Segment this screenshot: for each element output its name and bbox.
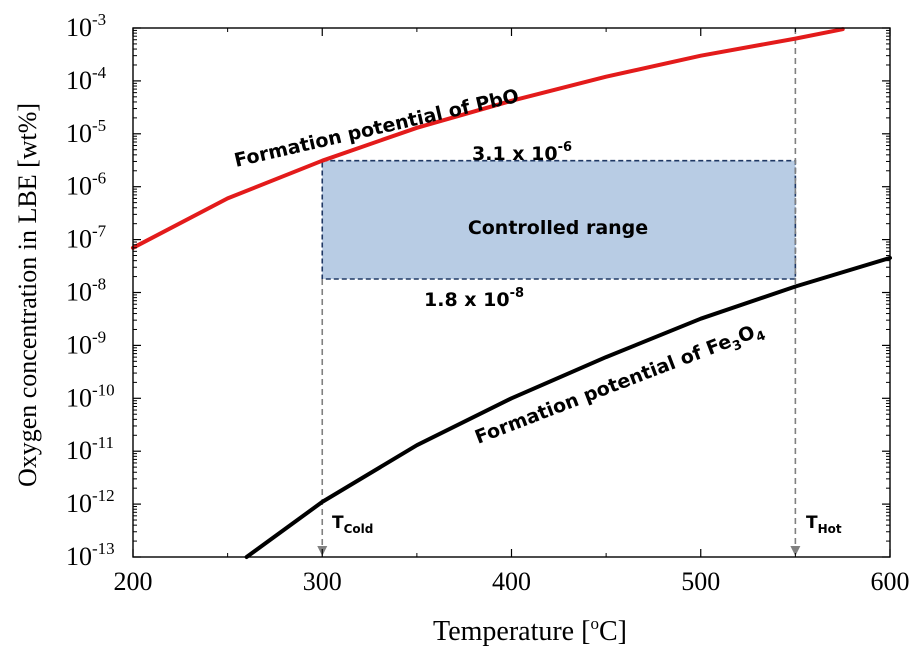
y-tick-label: 10-4 — [66, 63, 107, 95]
y-tick-label-base: 10 — [66, 172, 92, 201]
x-tick-label: 300 — [303, 567, 342, 596]
x-axis-title-tail: C] — [599, 616, 627, 647]
upper-bound-exp: -6 — [558, 140, 572, 155]
y-tick-label-base: 10 — [66, 489, 92, 518]
upper-bound-label: 3.1 x 10-6 — [472, 140, 572, 165]
upper-bound-base: 3.1 x 10 — [472, 143, 558, 165]
fe3o4-label-main: Formation potential of Fe — [472, 330, 735, 448]
y-tick-label-exp: -9 — [92, 327, 106, 346]
y-tick-label: 10-11 — [66, 433, 114, 465]
y-tick-label-base: 10 — [66, 225, 92, 254]
y-tick-label-base: 10 — [66, 119, 92, 148]
y-tick-label: 10-6 — [66, 169, 106, 201]
y-tick-label-base: 10 — [66, 278, 92, 307]
x-tick-label: 500 — [681, 567, 720, 596]
t-hot-sub: Hot — [818, 522, 842, 536]
y-tick-label-base: 10 — [66, 13, 92, 42]
y-tick-label: 10-9 — [66, 327, 106, 359]
y-tick-label: 10-10 — [66, 380, 115, 412]
y-tick-label-exp: -7 — [92, 222, 107, 241]
x-axis-title-sup: o — [590, 614, 599, 633]
plot-area: 10-1310-1210-1110-1010-910-810-710-610-5… — [66, 10, 910, 596]
y-tick-label-exp: -11 — [92, 433, 114, 452]
lower-bound-base: 1.8 x 10 — [424, 289, 510, 311]
x-tick-label: 400 — [492, 567, 531, 596]
fe3o4-curve-label: Formation potential of Fe3O4 — [472, 318, 768, 452]
y-tick-label: 10-5 — [66, 116, 106, 148]
lower-bound-exp: -8 — [510, 286, 524, 301]
y-tick-label: 10-12 — [66, 486, 115, 518]
x-axis-title: Temperature [oC] — [433, 614, 627, 647]
y-tick-label-exp: -5 — [92, 116, 106, 135]
t-cold-label: TCold — [332, 513, 373, 536]
y-tick-label-exp: -3 — [92, 10, 106, 29]
x-tick-label: 200 — [114, 567, 153, 596]
t-cold-sub: Cold — [344, 522, 374, 536]
y-tick-label-base: 10 — [66, 330, 92, 359]
fe3o4-label-sub2: 4 — [754, 328, 768, 345]
y-tick-label: 10-13 — [66, 539, 115, 571]
y-tick-label-base: 10 — [66, 383, 92, 412]
y-tick-label-exp: -10 — [92, 380, 115, 399]
y-tick-label-base: 10 — [66, 436, 92, 465]
y-tick-label-base: 10 — [66, 66, 92, 95]
y-tick-label-exp: -6 — [92, 169, 106, 188]
t-hot-main: T — [806, 513, 818, 533]
x-tick-label: 600 — [871, 567, 910, 596]
y-tick-label: 10-7 — [66, 222, 107, 254]
t-cold-main: T — [332, 513, 344, 533]
y-tick-label-base: 10 — [66, 542, 92, 571]
y-tick-label-exp: -13 — [92, 539, 115, 558]
marker-arrow-1 — [790, 546, 801, 556]
y-tick-label-exp: -4 — [92, 63, 107, 82]
y-tick-label-exp: -8 — [92, 275, 106, 294]
y-axis-title: Oxygen concentration in LBE [wt%] — [13, 103, 42, 487]
controlled-range-label: Controlled range — [468, 217, 648, 239]
t-hot-label: THot — [806, 513, 842, 536]
x-axis-title-main: Temperature [ — [433, 616, 590, 647]
fe3o4-label-mid: O — [735, 321, 758, 347]
series-line-0 — [131, 27, 845, 250]
controlled-range-box — [321, 159, 797, 280]
lower-bound-label: 1.8 x 10-8 — [424, 286, 524, 311]
y-tick-label: 10-3 — [66, 10, 106, 42]
y-tick-label: 10-8 — [66, 275, 106, 307]
y-tick-label-exp: -12 — [92, 486, 115, 505]
series-line-1 — [244, 255, 892, 559]
